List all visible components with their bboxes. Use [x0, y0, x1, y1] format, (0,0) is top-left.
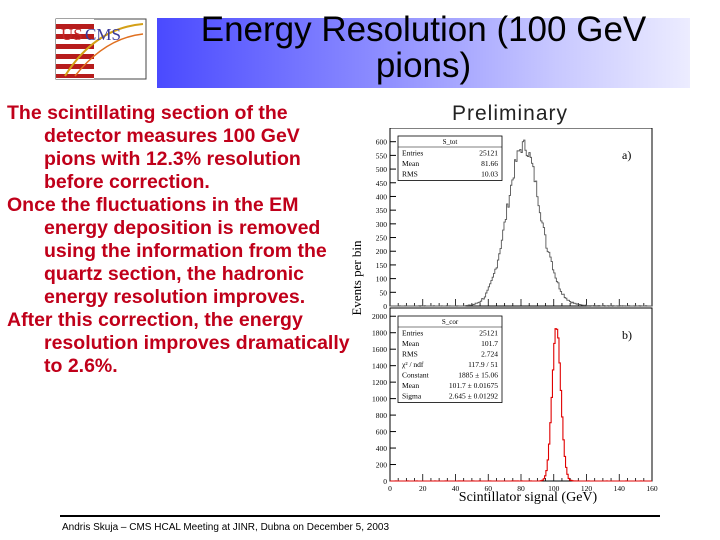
x-tick-label: 0	[388, 484, 392, 493]
y-tick-label: 200	[376, 461, 388, 470]
y-tick-label: 400	[376, 444, 388, 453]
stats-label: RMS	[402, 170, 418, 179]
y-tick-label: 100	[376, 275, 388, 284]
y-tick-label: 1600	[372, 345, 387, 354]
stats-value: 81.66	[481, 159, 498, 168]
panel-label-1: a)	[622, 148, 631, 162]
stats-box-2	[397, 315, 503, 403]
stats-box-1	[397, 135, 503, 181]
stats-value: 25121	[479, 329, 498, 338]
footer-credit: Andris Skuja – CMS HCAL Meeting at JINR,…	[62, 522, 390, 533]
stats-label: Mean	[402, 381, 419, 390]
y-tick-label: 200	[376, 247, 388, 256]
y-tick-label: 550	[376, 151, 388, 160]
logo-cms-text: CMS	[85, 25, 121, 44]
panel-a-stot: 0 50 100 150 200 250 300 350 400 450 500 550 600 S_to…	[376, 128, 653, 311]
stats-label: Constant	[402, 371, 430, 380]
x-axis-label: Scintillator signal (GeV)	[459, 490, 598, 505]
y-tick-label: 0	[383, 477, 387, 486]
x-tick-label: 120	[581, 484, 593, 493]
stats-label: Entries	[402, 149, 423, 158]
body-text: The scintillating section of the detecto…	[7, 102, 352, 378]
panel-b-scor: 0 200 400 600 800 1000 1200 1400 1600 1800 2000 0 20…	[372, 307, 658, 493]
us-cms-logo: US CMS	[55, 18, 147, 80]
stats-label: Mean	[402, 159, 419, 168]
footer-divider	[60, 515, 660, 517]
x-tick-label: 40	[452, 484, 460, 493]
y-tick-label: 300	[376, 220, 388, 229]
y-tick-label: 2000	[372, 312, 387, 321]
y-tick-label: 250	[376, 234, 388, 243]
histogram-2	[390, 328, 652, 482]
histogram-1	[390, 139, 652, 307]
paragraph-2: Once the fluctuations in the EM energy d…	[7, 194, 327, 308]
title-banner	[157, 18, 690, 88]
paragraph-3: After this correction, the energy resolu…	[7, 309, 350, 377]
x-tick-label: 140	[614, 484, 626, 493]
paragraph-1: The scintillating section of the detecto…	[7, 102, 301, 193]
y-tick-label: 400	[376, 192, 388, 201]
y-tick-label: 50	[380, 288, 388, 297]
x-tick-label: 60	[485, 484, 493, 493]
y-tick-label: 600	[376, 428, 388, 437]
y-tick-label: 500	[376, 165, 388, 174]
stats-title: S_cor	[442, 318, 459, 326]
y-tick-label: 1200	[372, 378, 387, 387]
stats-label: χ² / ndf	[402, 360, 424, 369]
y-tick-label: 450	[376, 179, 388, 188]
y-tick-label: 800	[376, 411, 388, 420]
stats-title: S_tot	[443, 138, 458, 146]
stats-label: Mean	[402, 339, 419, 348]
y-tick-label: 1000	[372, 395, 387, 404]
y-tick-label: 600	[376, 138, 388, 147]
stats-value: 2.645 ± 0.01292	[449, 392, 498, 401]
stats-value: 117.9 / 51	[468, 360, 498, 369]
stats-label: Sigma	[402, 392, 422, 401]
logo-us-text: US	[61, 25, 83, 44]
y-tick-label: 1400	[372, 362, 387, 371]
x-tick-label: 100	[548, 484, 560, 493]
y-tick-label: 150	[376, 261, 388, 270]
stats-label: RMS	[402, 350, 418, 359]
x-tick-label: 20	[419, 484, 427, 493]
x-tick-label: 80	[517, 484, 525, 493]
panel-label-2: b)	[622, 328, 632, 342]
y-axis-label: Events per bin	[349, 240, 364, 316]
x-tick-label: 160	[646, 484, 658, 493]
y-tick-label: 350	[376, 206, 388, 215]
stats-value: 10.03	[481, 170, 498, 179]
stats-value: 101.7 ± 0.01675	[449, 381, 498, 390]
slide-title: Energy Resolution (100 GeV pions)	[200, 10, 647, 85]
stats-label: Entries	[402, 329, 423, 338]
preliminary-label: Preliminary	[452, 102, 569, 125]
y-tick-label: 1800	[372, 329, 387, 338]
stats-value: 2.724	[481, 350, 498, 359]
stats-value: 1885 ± 15.06	[458, 371, 498, 380]
stats-value: 25121	[479, 149, 498, 158]
stats-value: 101.7	[481, 339, 498, 348]
y-tick-label: 0	[383, 302, 387, 311]
